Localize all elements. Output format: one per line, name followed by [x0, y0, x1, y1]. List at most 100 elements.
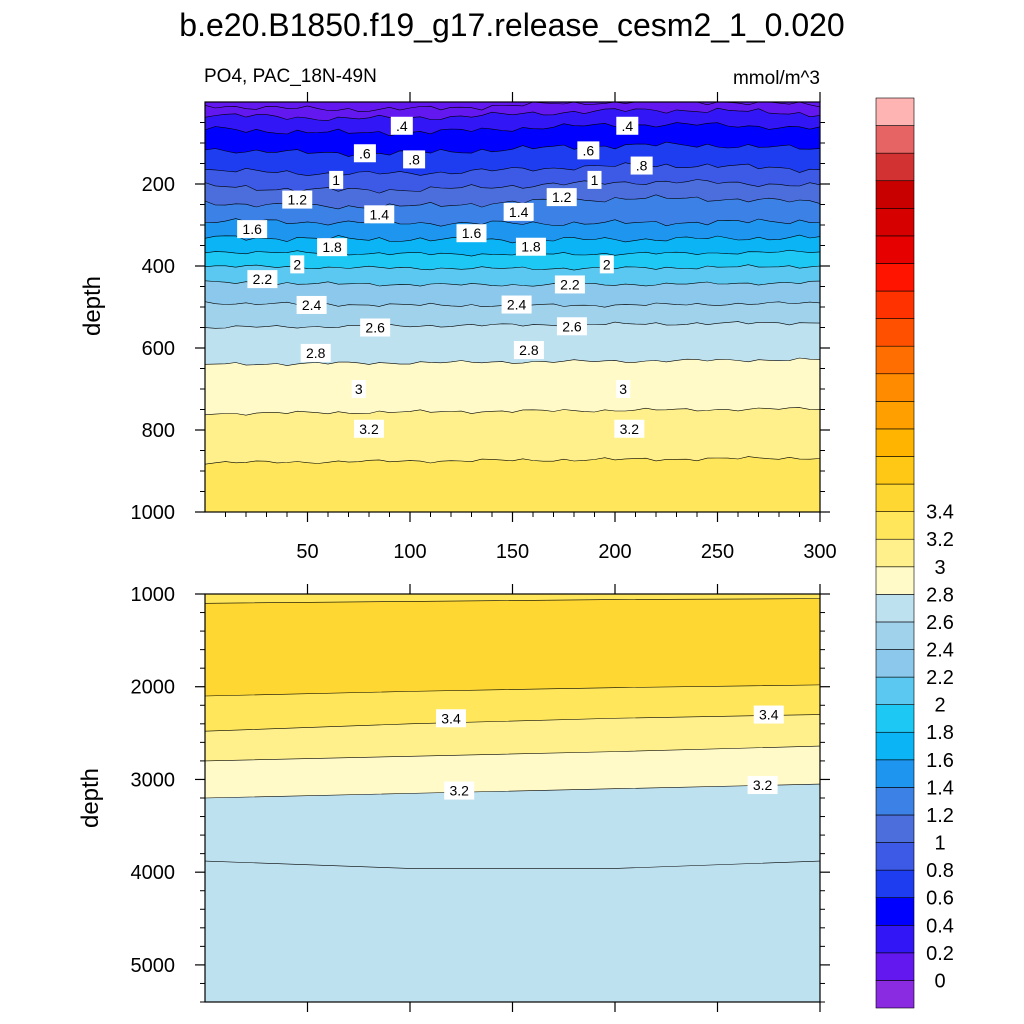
colorbar-swatch: [875, 566, 915, 595]
colorbar-tick-label: 1: [934, 833, 945, 855]
colorbar-swatch: [875, 290, 915, 319]
colorbar-swatch: [875, 180, 915, 209]
colorbar-tick-label: 0.8: [926, 860, 954, 882]
upper-contour-label: 3.2: [354, 419, 384, 438]
lower-y-axis-label: depth: [77, 768, 104, 828]
lower-contour-line: [204, 598, 821, 604]
upper-y-axis-label: depth: [79, 276, 106, 336]
svg-text:2.8: 2.8: [519, 342, 539, 358]
upper-contour-line-3.2: [204, 407, 821, 416]
upper-contour-line-2.2: [204, 264, 821, 271]
colorbar-swatch: [875, 97, 915, 126]
colorbar-swatch: [875, 511, 915, 540]
colorbar-tick-label: 3.4: [926, 502, 954, 524]
colorbar-swatch: [875, 235, 915, 264]
svg-text:1.4: 1.4: [509, 204, 529, 220]
colorbar-swatch: [875, 125, 915, 154]
upper-y-tick-label: 600: [142, 338, 175, 360]
colorbar-tick-label: 2.6: [926, 612, 954, 634]
upper-contour-label: 2.2: [247, 270, 278, 289]
colorbar-swatch: [875, 731, 915, 761]
upper-contour-label: 2.6: [556, 317, 587, 336]
colorbar-tick-label: 2.8: [926, 584, 954, 606]
upper-contour-label: 3.2: [614, 419, 645, 438]
colorbar-tick-label: 3: [934, 557, 945, 579]
svg-text:3.2: 3.2: [449, 783, 469, 799]
colorbar-swatch: [875, 980, 915, 1009]
colorbar-swatch: [875, 814, 915, 843]
lower-contour-line: [204, 745, 821, 762]
upper-contour-line-0.8: [204, 141, 821, 157]
colorbar-swatch: [875, 594, 915, 623]
upper-contour-label: 1.2: [546, 188, 577, 207]
upper-panel-units: mmol/m^3: [733, 68, 820, 89]
upper-contour-label: 2: [290, 255, 305, 274]
upper-x-tick-label: 200: [598, 541, 631, 563]
colorbar-tick-label: 0.2: [926, 943, 954, 965]
svg-text:2.6: 2.6: [562, 318, 582, 334]
svg-text:3.4: 3.4: [759, 707, 779, 723]
svg-text:3.2: 3.2: [620, 421, 640, 437]
svg-text:3.2: 3.2: [753, 777, 773, 793]
colorbar-swatch: [875, 649, 915, 678]
upper-x-tick-label: 150: [496, 541, 529, 563]
upper-y-tick-label: 1000: [131, 502, 176, 524]
svg-text:1.8: 1.8: [521, 239, 541, 255]
upper-contour-line-1.6: [204, 218, 821, 227]
svg-text:.4: .4: [396, 118, 408, 134]
upper-contour-label: 1: [587, 170, 602, 189]
colorbar-swatch: [875, 538, 915, 568]
colorbar-swatch: [875, 787, 915, 816]
upper-contour-plot: .4 .4 .6 .6 .8 .8 1 1 1.2 1.2 1.4 1.4 1.6 1.6 1.8 1.8 2 2…: [131, 92, 837, 563]
lower-fill-band: [205, 861, 820, 1002]
colorbar-swatch: [875, 621, 915, 650]
lower-y-tick-label: 1000: [131, 584, 176, 606]
lower-y-tick-label: 3000: [131, 769, 176, 791]
lower-y-tick-label: 2000: [131, 677, 176, 699]
upper-contour-label: 1.4: [503, 202, 534, 221]
colorbar-swatch: [875, 924, 915, 954]
svg-text:1: 1: [591, 172, 599, 188]
upper-y-tick-label: 400: [142, 256, 175, 278]
svg-text:2.2: 2.2: [560, 276, 580, 292]
svg-text:2.2: 2.2: [253, 271, 273, 287]
colorbar-tick-label: 1.2: [926, 805, 954, 827]
svg-text:2.4: 2.4: [507, 297, 527, 313]
upper-contour-line-2.8: [204, 321, 821, 329]
lower-contour-label: 3.2: [444, 781, 475, 800]
upper-y-tick-label: 800: [142, 420, 175, 442]
svg-text:2.8: 2.8: [306, 345, 326, 361]
upper-contour-line-0.6: [204, 122, 821, 137]
colorbar-tick-label: 0: [934, 970, 945, 992]
upper-contour-line-3.4: [204, 456, 821, 465]
colorbar-swatch: [875, 704, 915, 733]
lower-contour-line: [204, 783, 821, 799]
svg-text:3: 3: [355, 381, 363, 397]
svg-text:.8: .8: [636, 158, 648, 174]
svg-text:1.6: 1.6: [242, 221, 262, 237]
lower-contour-line: [204, 860, 821, 869]
svg-text:.4: .4: [621, 118, 633, 134]
upper-fill-3.4: [205, 456, 820, 512]
figure-title: b.e20.B1850.f19_g17.release_cesm2_1_0.02…: [179, 7, 844, 43]
colorbar-swatch: [875, 208, 915, 237]
upper-contour-line-2.4: [204, 280, 821, 287]
colorbar-tick-label: 2: [934, 695, 945, 717]
upper-contour-line-3.0: [204, 357, 821, 366]
upper-contour-label: .4: [616, 116, 639, 135]
svg-text:1.2: 1.2: [288, 192, 308, 208]
upper-contour-label: 3: [616, 380, 631, 398]
svg-text:3.2: 3.2: [359, 421, 379, 437]
colorbar-tick-label: 0.4: [926, 915, 954, 937]
upper-x-tick-label: 50: [296, 541, 318, 563]
colorbar-swatch: [875, 759, 915, 788]
colorbar-tick-label: 1.6: [926, 750, 954, 772]
upper-x-tick-label: 300: [803, 541, 836, 563]
upper-contour-line-2.0: [204, 249, 821, 257]
upper-contour-label: 2.8: [300, 343, 331, 362]
lower-contour-label: 3.2: [747, 776, 778, 795]
svg-text:.8: .8: [408, 151, 420, 167]
lower-contour-label: 3.4: [436, 709, 466, 728]
upper-contour-label: 1.4: [364, 205, 395, 224]
